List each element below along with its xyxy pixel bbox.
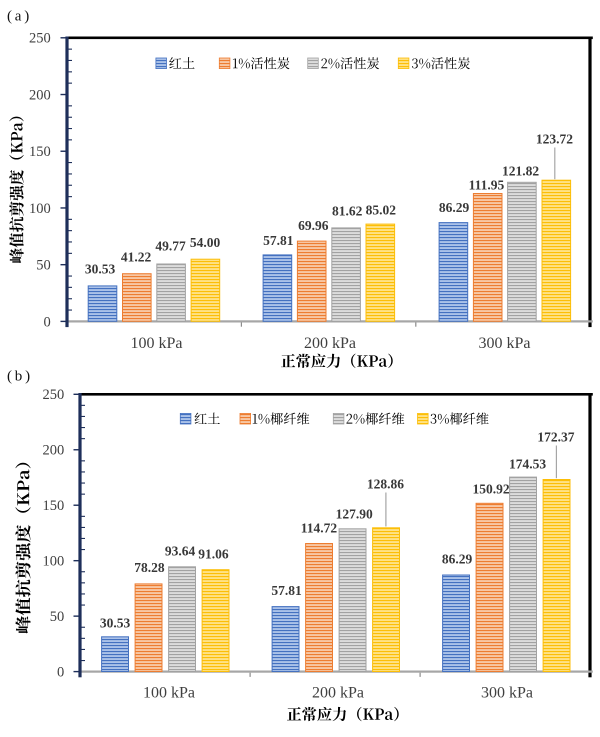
svg-text:54.00: 54.00: [190, 235, 221, 250]
svg-text:172.37: 172.37: [537, 430, 574, 445]
svg-text:78.28: 78.28: [134, 560, 165, 575]
svg-text:100 kPa: 100 kPa: [131, 335, 183, 352]
svg-text:128.86: 128.86: [367, 477, 404, 492]
svg-text:150: 150: [43, 498, 65, 514]
svg-text:30.53: 30.53: [85, 262, 116, 277]
svg-text:50: 50: [50, 609, 65, 625]
svg-text:93.64: 93.64: [165, 544, 196, 559]
svg-text:(a): (a): [7, 9, 32, 25]
svg-text:(b): (b): [7, 369, 33, 385]
svg-text:81.62: 81.62: [332, 203, 363, 218]
svg-text:57.81: 57.81: [263, 233, 294, 248]
svg-text:200: 200: [29, 87, 51, 103]
svg-text:57.81: 57.81: [271, 583, 302, 598]
svg-text:123.72: 123.72: [536, 132, 573, 147]
svg-text:300 kPa: 300 kPa: [479, 335, 531, 352]
svg-text:0: 0: [44, 314, 51, 330]
svg-text:111.95: 111.95: [469, 177, 505, 192]
svg-text:49.77: 49.77: [155, 238, 186, 253]
svg-text:30.53: 30.53: [100, 616, 131, 631]
svg-text:114.72: 114.72: [301, 521, 338, 536]
svg-text:100: 100: [43, 554, 65, 570]
svg-text:200: 200: [43, 443, 65, 459]
svg-text:121.82: 121.82: [502, 163, 539, 178]
svg-text:150.92: 150.92: [472, 482, 509, 497]
svg-text:250: 250: [29, 31, 51, 47]
svg-text:300 kPa: 300 kPa: [481, 685, 533, 702]
svg-text:100: 100: [29, 201, 51, 217]
svg-text:91.06: 91.06: [198, 547, 229, 562]
svg-text:100 kPa: 100 kPa: [143, 685, 195, 702]
svg-text:85.02: 85.02: [366, 203, 397, 218]
svg-text:250: 250: [43, 387, 65, 403]
svg-text:69.96: 69.96: [298, 218, 329, 233]
svg-text:0: 0: [57, 665, 64, 681]
svg-text:200 kPa: 200 kPa: [304, 335, 356, 352]
svg-text:41.22: 41.22: [121, 250, 152, 265]
svg-text:150: 150: [29, 144, 51, 160]
svg-text:50: 50: [36, 258, 51, 274]
svg-text:86.29: 86.29: [442, 552, 473, 567]
svg-text:86.29: 86.29: [439, 200, 470, 215]
svg-text:174.53: 174.53: [509, 457, 546, 472]
svg-text:200 kPa: 200 kPa: [312, 685, 364, 702]
svg-text:127.90: 127.90: [336, 507, 373, 522]
